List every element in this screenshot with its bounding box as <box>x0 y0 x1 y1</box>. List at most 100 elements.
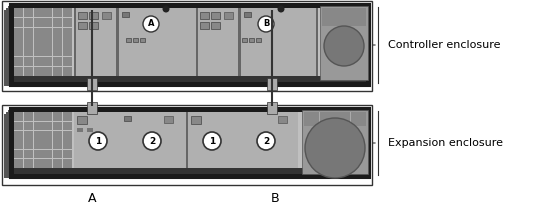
Bar <box>8 110 370 178</box>
Bar <box>53 122 62 130</box>
Bar <box>14 112 72 168</box>
Circle shape <box>89 132 107 150</box>
Bar <box>24 112 33 121</box>
Bar <box>63 57 72 66</box>
Bar <box>320 119 335 126</box>
Bar <box>6 112 370 178</box>
Bar <box>333 14 344 20</box>
Bar <box>53 47 62 56</box>
Bar <box>24 18 33 27</box>
Bar <box>63 67 72 76</box>
Bar <box>14 38 24 47</box>
Bar <box>6 8 370 86</box>
Bar <box>43 28 52 37</box>
Bar <box>322 14 333 20</box>
Bar <box>63 150 72 158</box>
Bar <box>122 12 129 17</box>
Text: B: B <box>271 192 279 204</box>
Bar <box>53 18 62 27</box>
Bar <box>53 112 62 121</box>
Text: 1: 1 <box>209 136 215 145</box>
Bar <box>24 57 33 66</box>
Bar <box>116 8 119 76</box>
Bar <box>14 140 24 149</box>
Circle shape <box>143 16 159 32</box>
Bar <box>14 8 366 80</box>
Bar <box>304 112 319 119</box>
Bar <box>224 12 233 19</box>
Bar <box>33 38 43 47</box>
Bar <box>74 112 186 168</box>
Bar <box>24 131 33 140</box>
Bar <box>320 112 335 119</box>
Text: 2: 2 <box>149 136 155 145</box>
Bar <box>355 8 366 14</box>
Bar <box>14 112 366 172</box>
Bar <box>53 159 62 168</box>
Bar <box>24 159 33 168</box>
Bar <box>53 150 62 158</box>
Bar <box>4 10 370 86</box>
Bar <box>63 47 72 56</box>
Text: Controller enclosure: Controller enclosure <box>388 40 501 50</box>
Bar <box>87 78 97 90</box>
Bar <box>63 131 72 140</box>
Bar <box>14 122 24 130</box>
Bar <box>10 108 370 178</box>
Bar <box>33 28 43 37</box>
Bar <box>33 112 43 121</box>
Circle shape <box>163 6 170 12</box>
Circle shape <box>324 26 364 66</box>
Bar <box>63 140 72 149</box>
Text: A: A <box>88 192 96 204</box>
Bar <box>43 57 52 66</box>
Bar <box>43 150 52 158</box>
Bar <box>14 28 24 37</box>
Bar <box>43 131 52 140</box>
Bar <box>14 67 24 76</box>
Bar <box>316 8 318 76</box>
Bar <box>43 159 52 168</box>
Bar <box>63 28 72 37</box>
Bar <box>33 67 43 76</box>
Bar <box>24 122 33 130</box>
Bar <box>351 119 366 126</box>
Bar <box>124 116 131 121</box>
Bar <box>333 8 344 14</box>
Bar <box>87 102 97 114</box>
Bar <box>14 131 24 140</box>
Bar <box>53 38 62 47</box>
Bar <box>140 38 145 42</box>
Bar <box>351 112 366 119</box>
Bar <box>211 22 220 29</box>
Bar <box>24 140 33 149</box>
Bar <box>53 8 62 17</box>
Bar <box>4 114 370 178</box>
Bar <box>77 116 87 124</box>
Bar <box>14 76 366 82</box>
Bar <box>10 4 370 86</box>
Bar <box>43 47 52 56</box>
Bar <box>14 112 24 121</box>
Bar <box>33 150 43 158</box>
Bar <box>304 112 366 126</box>
Bar <box>126 38 131 42</box>
Circle shape <box>203 132 221 150</box>
Bar <box>76 8 196 76</box>
Bar <box>14 18 24 27</box>
Text: 2: 2 <box>263 136 269 145</box>
Bar <box>33 140 43 149</box>
Bar <box>63 112 72 121</box>
Bar <box>164 116 173 123</box>
Bar <box>320 6 368 80</box>
Bar <box>335 112 350 119</box>
Bar <box>43 67 52 76</box>
Bar <box>43 122 52 130</box>
Bar <box>14 168 366 174</box>
Circle shape <box>258 16 274 32</box>
Bar <box>333 20 344 26</box>
Bar <box>43 8 52 17</box>
Bar <box>302 110 368 174</box>
Bar <box>102 12 111 19</box>
Bar <box>322 20 333 26</box>
